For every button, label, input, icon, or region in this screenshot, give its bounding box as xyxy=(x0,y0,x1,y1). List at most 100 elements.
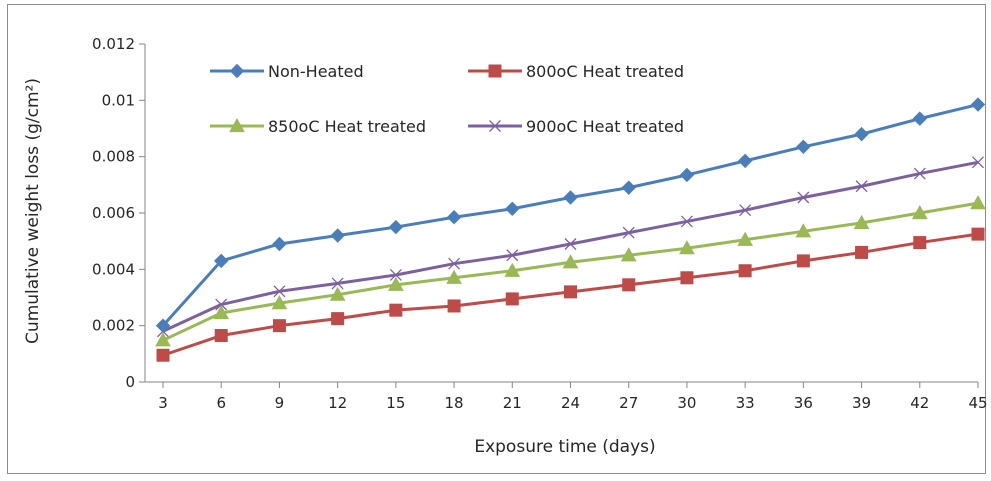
data-point xyxy=(971,227,985,241)
series-3 xyxy=(155,195,986,347)
marker-stroke xyxy=(506,249,519,262)
data-point xyxy=(214,329,228,343)
data-point xyxy=(972,156,984,169)
series-lines xyxy=(155,97,986,362)
data-point xyxy=(911,204,928,220)
data-point xyxy=(795,223,812,238)
data-point xyxy=(564,285,577,299)
data-point xyxy=(504,262,521,277)
legend-label: Non-Heated xyxy=(268,62,364,81)
x-tick-label: 36 xyxy=(794,394,813,412)
data-point xyxy=(330,228,345,243)
legend-entry: Non-Heated xyxy=(210,62,364,81)
x-axis-title: Exposure time (days) xyxy=(474,437,655,457)
x-tick-label: 9 xyxy=(275,394,285,412)
data-point xyxy=(562,254,579,269)
data-point xyxy=(913,236,927,250)
data-point xyxy=(506,249,519,262)
data-point xyxy=(680,271,694,285)
data-point xyxy=(855,180,868,193)
x-tick-label: 39 xyxy=(852,394,871,412)
x-tick-label: 15 xyxy=(386,394,405,412)
data-point xyxy=(272,236,287,252)
y-tick-label: 0.01 xyxy=(102,91,135,109)
legend-label: 900oC Heat treated xyxy=(526,117,684,136)
chart-frame xyxy=(7,4,986,474)
data-point xyxy=(447,299,461,313)
data-point xyxy=(739,204,752,217)
marker-stroke xyxy=(680,215,693,228)
data-point xyxy=(621,180,636,195)
data-point xyxy=(912,111,927,126)
legend: Non-Heated 800oC Heat treated 850oC Heat t… xyxy=(210,62,684,136)
x-tick-label: 33 xyxy=(736,394,755,412)
data-point xyxy=(563,190,578,205)
legend-entry: 850oC Heat treated xyxy=(210,117,426,136)
data-point xyxy=(155,332,171,347)
data-point xyxy=(271,295,288,310)
data-point xyxy=(215,298,228,311)
marker-stroke xyxy=(489,120,501,132)
y-tick-label: 0.008 xyxy=(92,148,135,166)
data-point xyxy=(389,303,403,317)
data-point xyxy=(564,238,577,250)
data-point xyxy=(505,201,520,216)
x-tick-label: 45 xyxy=(968,394,987,412)
data-point xyxy=(331,277,344,290)
legend-marker xyxy=(229,63,245,79)
marker-stroke xyxy=(972,156,984,169)
data-point xyxy=(156,348,170,362)
data-point xyxy=(737,231,753,246)
data-point xyxy=(970,97,986,112)
data-point xyxy=(213,304,230,320)
data-point xyxy=(970,195,986,210)
data-point xyxy=(272,319,286,333)
data-point xyxy=(737,153,753,169)
data-point xyxy=(620,247,637,262)
x-tick-label: 24 xyxy=(561,394,580,412)
data-point xyxy=(738,264,752,278)
data-point xyxy=(446,269,462,284)
y-axis: 0 0.002 0.004 0.006 0.008 0.01 0.012 xyxy=(92,35,146,391)
data-point xyxy=(448,257,461,270)
y-tick-label: 0.012 xyxy=(92,35,135,53)
marker-stroke xyxy=(273,285,286,298)
data-point xyxy=(679,240,695,255)
marker-stroke xyxy=(389,269,402,281)
data-point xyxy=(679,167,695,183)
data-point xyxy=(622,226,635,239)
legend-marker xyxy=(488,64,502,78)
marker-stroke xyxy=(564,238,577,250)
series-4 xyxy=(157,156,984,338)
series-1 xyxy=(155,97,986,333)
x-tick-label: 27 xyxy=(619,394,638,412)
marker-stroke xyxy=(855,180,868,193)
data-point xyxy=(388,219,404,235)
y-axis-title: Cumulative weight loss (g/cm²) xyxy=(23,78,43,344)
legend-marker xyxy=(489,120,501,132)
y-tick-label: 0.004 xyxy=(92,260,135,278)
x-tick-label: 3 xyxy=(158,394,168,412)
data-point xyxy=(913,167,926,180)
x-tick-label: 6 xyxy=(216,394,226,412)
data-point xyxy=(680,215,693,228)
data-point xyxy=(155,318,171,333)
series-2 xyxy=(156,227,985,362)
data-point xyxy=(214,253,229,269)
data-point xyxy=(622,278,636,292)
data-point xyxy=(329,286,346,301)
data-point xyxy=(331,312,345,326)
data-point xyxy=(797,191,810,204)
data-point xyxy=(505,292,519,306)
data-point xyxy=(389,269,402,281)
data-point xyxy=(854,126,869,142)
data-point xyxy=(388,276,404,291)
legend-label: 850oC Heat treated xyxy=(268,117,426,136)
legend-label: 800oC Heat treated xyxy=(526,62,684,81)
data-point xyxy=(796,254,810,268)
x-axis: 3 6 9 12 15 18 21 24 27 30 33 36 39 42 45 xyxy=(145,381,988,412)
marker-stroke xyxy=(448,257,461,270)
y-tick-label: 0.006 xyxy=(92,204,135,222)
data-point xyxy=(855,245,869,259)
